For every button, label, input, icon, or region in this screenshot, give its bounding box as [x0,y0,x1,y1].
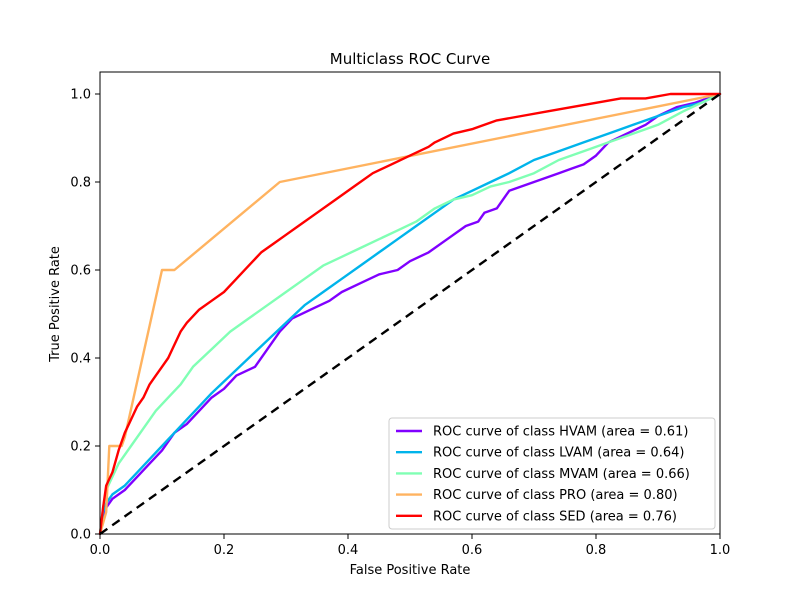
chart-title: Multiclass ROC Curve [330,50,490,68]
roc-curves-group [98,92,722,536]
x-tick-label-4: 0.8 [586,543,607,558]
x-tick-label-0: 0.0 [90,543,111,558]
x-tick-label-2: 0.4 [338,543,359,558]
x-tick-label-3: 0.6 [462,543,483,558]
legend: ROC curve of class HVAM (area = 0.61) ROC… [388,417,716,530]
roc-line-1 [98,92,722,536]
legend-label-4: ROC curve of class PRO (area = 0.80) [433,488,678,503]
y-tick-label-3: 0.6 [70,264,91,279]
roc-line-3 [98,92,722,536]
roc-line-4 [98,92,722,536]
legend-label-1: ROC curve of class HVAM (area = 0.61) [433,425,688,440]
roc-line-2 [98,92,722,536]
y-tick-label-4: 0.8 [70,176,91,191]
legend-label-5: ROC curve of class SED (area = 0.76) [433,509,677,524]
legend-box [388,417,716,530]
legend-label-2: ROC curve of class LVAM (area = 0.64) [433,446,684,461]
x-tick-label-5: 1.0 [710,543,731,558]
x-axis-label: False Positive Rate [350,563,471,578]
y-tick-label-2: 0.4 [70,352,91,367]
legend-label-3: ROC curve of class MVAM (area = 0.66) [433,467,690,482]
x-tick-label-1: 0.2 [214,543,235,558]
plot-frame [99,71,721,535]
y-tick-label-0: 0.0 [70,528,91,543]
y-tick-label-1: 0.2 [70,440,91,455]
y-tick-label-5: 1.0 [70,88,91,103]
reference-diagonal-line [99,93,721,535]
roc-line-5 [98,92,722,536]
y-axis-label: True Positive Rate [48,246,63,363]
